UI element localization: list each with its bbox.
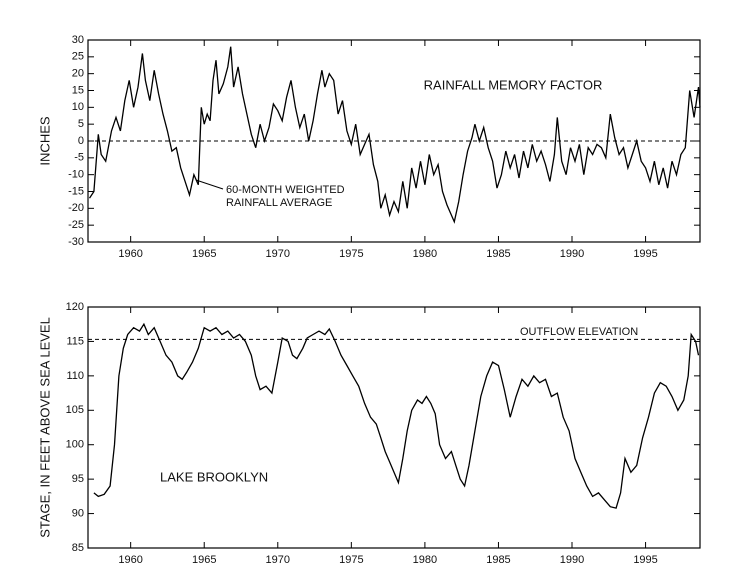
annotation: RAINFALL AVERAGE [226,197,332,209]
x-tick-label: 1975 [339,554,363,566]
x-tick-label: 1995 [633,248,657,260]
y-tick-label: 20 [72,68,84,80]
annotation: 60-MONTH WEIGHTED [226,184,345,196]
x-tick-label: 1970 [266,248,290,260]
x-tick-label: 1985 [486,248,510,260]
y-tick-label: 25 [72,51,84,63]
y-axis-label: INCHES [37,116,52,165]
y-tick-label: -10 [68,169,84,181]
y-tick-label: 115 [66,335,84,347]
y-tick-label: 105 [66,404,84,416]
y-tick-label: 120 [66,301,84,313]
x-tick-label: 1960 [118,554,142,566]
x-tick-label: 1970 [266,554,290,566]
x-tick-label: 1960 [118,248,142,260]
y-tick-label: 95 [72,473,84,485]
x-tick-label: 1990 [560,554,584,566]
y-tick-label: -5 [74,152,84,164]
y-tick-label: 10 [72,101,84,113]
y-tick-label: 30 [72,34,84,46]
y-tick-label: 0 [78,135,84,147]
y-tick-label: 85 [72,542,84,554]
y-tick-label: 100 [66,439,84,451]
y-axis-label: STAGE, IN FEET ABOVE SEA LEVEL [37,317,52,538]
data-line [93,322,700,509]
y-tick-label: -20 [68,202,84,214]
y-tick-label: 5 [78,118,84,130]
x-tick-label: 1975 [339,248,363,260]
plot-frame [87,306,701,549]
panel-title: RAINFALL MEMORY FACTOR [424,77,603,92]
y-tick-label: -15 [68,185,84,197]
y-tick-label: -30 [68,236,84,248]
y-tick-label: 90 [72,507,84,519]
leader-line [195,179,224,190]
x-tick-label: 1990 [560,248,584,260]
x-tick-label: 1965 [192,248,216,260]
reference-label: OUTFLOW ELEVATION [520,326,638,338]
x-tick-label: 1985 [486,554,510,566]
panel-title: LAKE BROOKLYN [160,469,268,484]
data-line [88,46,701,224]
x-tick-label: 1980 [413,554,437,566]
y-tick-label: -25 [68,219,84,231]
y-tick-label: 15 [72,84,84,96]
x-tick-label: 1965 [192,554,216,566]
x-tick-label: 1995 [633,554,657,566]
x-tick-label: 1980 [413,248,437,260]
y-tick-label: 110 [66,370,84,382]
